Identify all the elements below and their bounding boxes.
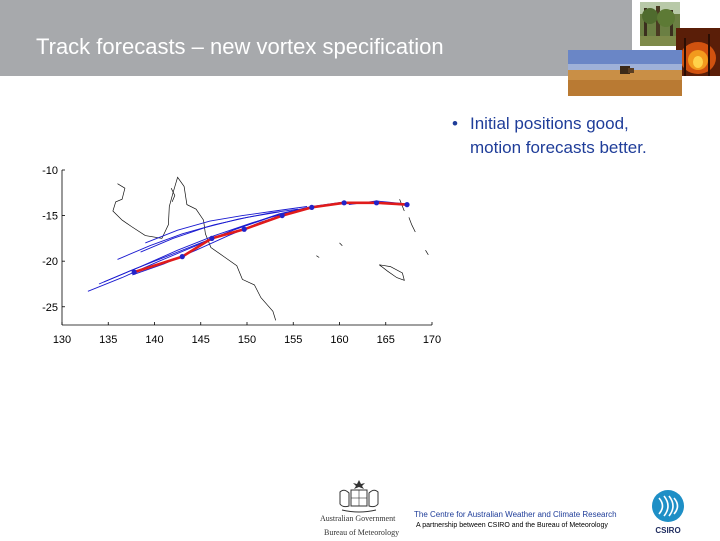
coastline-1	[170, 188, 176, 203]
bullet-line-1: Initial positions good,	[470, 114, 629, 133]
partnership-statement: A partnership between CSIRO and the Bure…	[416, 522, 608, 529]
bullet-line-2: motion forecasts better.	[470, 138, 647, 157]
x-tick-label-140: 140	[145, 334, 163, 346]
observed-track-point-0	[131, 269, 137, 275]
x-tick-label-170: 170	[423, 334, 441, 346]
gov-line-1: Australian Government	[320, 514, 396, 523]
coastline-0	[112, 176, 277, 321]
forest-photo	[640, 2, 680, 46]
x-tick-label-160: 160	[330, 334, 348, 346]
coastline-6	[316, 255, 320, 258]
coastline-2	[379, 264, 405, 281]
observed-track-point-1	[179, 254, 185, 260]
x-tick-label-155: 155	[284, 334, 302, 346]
title-bar: Track forecasts – new vortex specificati…	[0, 0, 632, 76]
observed-track-point-2	[209, 235, 215, 241]
bullet-point: • Initial positions good, motion forecas…	[452, 112, 714, 160]
slide-title: Track forecasts – new vortex specificati…	[36, 34, 444, 59]
csiro-logo: CSIRO	[648, 488, 688, 536]
coastline-5	[425, 250, 429, 255]
centre-name: The Centre for Australian Weather and Cl…	[414, 510, 617, 519]
observed-track-point-6	[341, 200, 347, 206]
forecast-track-1	[98, 206, 312, 285]
observed-track-point-7	[373, 200, 380, 206]
x-tick-label-165: 165	[377, 334, 395, 346]
observed-track-point-3	[241, 226, 247, 232]
x-tick-label-150: 150	[238, 334, 256, 346]
forecast-track-3	[103, 205, 322, 283]
x-tick-label-145: 145	[192, 334, 210, 346]
bushfire-photo	[676, 28, 720, 76]
gov-line-2: Bureau of Meteorology	[324, 528, 400, 537]
coastline-3	[408, 217, 416, 233]
y-tick-label--20: -20	[42, 256, 58, 268]
csiro-wordmark: CSIRO	[655, 526, 680, 535]
y-tick-label--10: -10	[42, 165, 58, 177]
observed-track-point-8	[404, 202, 410, 208]
australian-government-logo: Australian Government Bureau of Meteorol…	[316, 478, 402, 538]
bullet-marker: •	[452, 114, 458, 133]
x-tick-label-135: 135	[99, 334, 117, 346]
wheat-field-photo	[568, 50, 682, 96]
coat-of-arms-icon	[339, 480, 379, 513]
track-forecast-chart: 130 135 140 145 150 155 160 165 170 -10 -15 -20 -25	[42, 165, 441, 346]
x-tick-label-130: 130	[53, 334, 71, 346]
forecast-track-6	[117, 211, 280, 260]
y-tick-label--25: -25	[42, 302, 58, 314]
observed-track-point-5	[309, 204, 315, 210]
forecast-track-5	[145, 206, 308, 244]
y-tick-label--15: -15	[42, 211, 58, 223]
observed-track-point-4	[279, 212, 285, 219]
coastline-7	[339, 242, 343, 246]
